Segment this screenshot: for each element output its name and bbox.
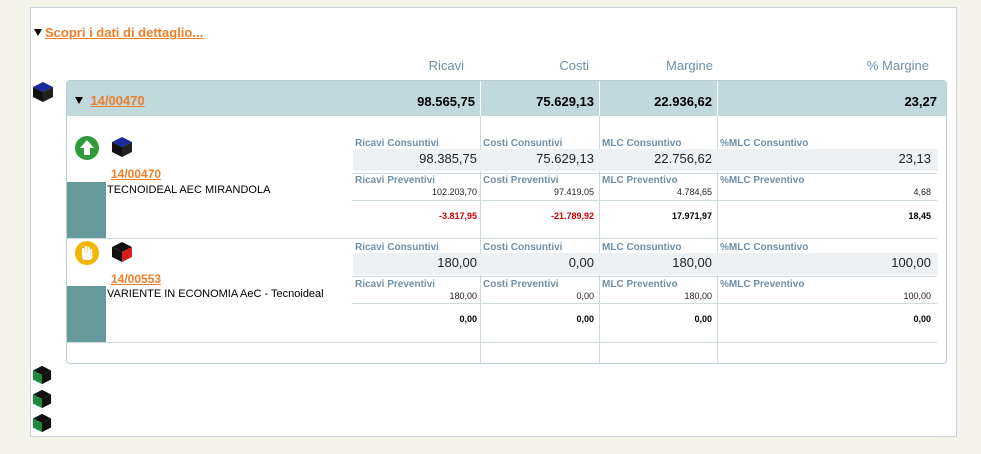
- col-header-pct-margine: % Margine: [866, 58, 929, 73]
- detail-link[interactable]: Scopri i dati di dettaglio...: [34, 25, 203, 40]
- label-pct-mlc-preventivo: %MLC Preventivo: [720, 279, 805, 290]
- label-ricavi-consuntivi: Ricavi Consuntivi: [355, 138, 439, 149]
- group-cube-icon: [33, 82, 53, 102]
- main-panel: Scopri i dati di dettaglio... Ricavi Cos…: [30, 7, 957, 437]
- value-mlc-consuntivo: 22.756,62: [654, 151, 712, 166]
- label-pct-mlc-consuntivo: %MLC Consuntivo: [720, 242, 809, 253]
- value-ricavi-preventivi: 102.203,70: [431, 187, 477, 197]
- value-ricavi-preventivi: 180,00: [449, 291, 477, 301]
- row-name: TECNOIDEAL AEC MIRANDOLA: [107, 184, 271, 196]
- group-code-link[interactable]: 14/00470: [90, 93, 145, 108]
- green-cube-icon[interactable]: [32, 389, 52, 409]
- label-mlc-consuntivo: MLC Consuntivo: [602, 242, 682, 253]
- value-pct-mlc-preventivo: 4,68: [913, 187, 931, 197]
- label-costi-consuntivi: Costi Consuntivi: [483, 242, 563, 253]
- total-costi: 75.629,13: [536, 94, 594, 109]
- value-ricavi-consuntivi: 180,00: [437, 255, 477, 270]
- hand-stop-icon: [75, 241, 99, 265]
- row-name: VARIENTE IN ECONOMIA AeC - Tecnoideal: [107, 288, 324, 300]
- total-ricavi: 98.565,75: [417, 94, 475, 109]
- diff-mlc: 0,00: [694, 314, 712, 324]
- diff-pct: 0,00: [913, 314, 931, 324]
- label-mlc-consuntivo: MLC Consuntivo: [602, 138, 682, 149]
- diff-costi: 0,00: [576, 314, 594, 324]
- value-costi-preventivi: 97.419,05: [553, 187, 594, 197]
- green-cube-icon[interactable]: [32, 365, 52, 385]
- row-code-link[interactable]: 14/00470: [111, 167, 162, 181]
- value-pct-mlc-consuntivo: 23,13: [898, 151, 931, 166]
- diff-ricavi: -3.817,95: [438, 211, 477, 221]
- value-costi-preventivi: 0,00: [576, 291, 594, 301]
- value-ricavi-consuntivi: 98.385,75: [419, 151, 477, 166]
- value-mlc-preventivo: 180,00: [684, 291, 712, 301]
- value-costi-consuntivi: 75.629,13: [536, 151, 594, 166]
- cube-icon: [112, 242, 132, 262]
- row-code-link[interactable]: 14/00553: [111, 272, 162, 286]
- collapse-triangle-icon[interactable]: [34, 29, 42, 36]
- label-ricavi-preventivi: Ricavi Preventivi: [355, 175, 436, 186]
- green-cube-icon[interactable]: [32, 413, 52, 433]
- label-pct-mlc-preventivo: %MLC Preventivo: [720, 175, 805, 186]
- label-costi-preventivi: Costi Preventivi: [483, 279, 559, 290]
- value-mlc-consuntivo: 180,00: [672, 255, 712, 270]
- label-ricavi-consuntivi: Ricavi Consuntivi: [355, 242, 439, 253]
- label-costi-consuntivi: Costi Consuntivi: [483, 138, 563, 149]
- col-header-ricavi: Ricavi: [428, 58, 464, 73]
- value-mlc-preventivo: 4.784,65: [676, 187, 712, 197]
- label-pct-mlc-consuntivo: %MLC Consuntivo: [720, 138, 809, 149]
- total-margine: 22.936,62: [654, 94, 712, 109]
- label-ricavi-preventivi: Ricavi Preventivi: [355, 279, 436, 290]
- label-mlc-preventivo: MLC Preventivo: [602, 279, 678, 290]
- group-header: 14/00470 98.565,75 75.629,13 22.936,62 2…: [67, 81, 946, 116]
- arrow-up-icon: [75, 136, 99, 160]
- diff-costi: -21.789,92: [550, 211, 594, 221]
- label-mlc-preventivo: MLC Preventivo: [602, 175, 678, 186]
- group-header-title[interactable]: 14/00470: [75, 92, 145, 110]
- group-box: 14/00470 98.565,75 75.629,13 22.936,62 2…: [66, 80, 947, 364]
- label-costi-preventivi: Costi Preventivi: [483, 175, 559, 186]
- col-header-margine: Margine: [666, 58, 713, 73]
- diff-ricavi: 0,00: [459, 314, 477, 324]
- value-costi-consuntivi: 0,00: [568, 255, 594, 270]
- total-pct: 23,27: [904, 94, 937, 109]
- cube-icon: [112, 137, 132, 157]
- diff-pct: 18,45: [908, 211, 931, 221]
- collapse-triangle-icon[interactable]: [75, 97, 83, 104]
- value-pct-mlc-consuntivo: 100,00: [891, 255, 931, 270]
- col-header-costi: Costi: [559, 58, 589, 73]
- diff-mlc: 17.971,97: [671, 211, 712, 221]
- color-swatch: [67, 182, 106, 238]
- value-pct-mlc-preventivo: 100,00: [903, 291, 931, 301]
- color-swatch: [67, 286, 106, 342]
